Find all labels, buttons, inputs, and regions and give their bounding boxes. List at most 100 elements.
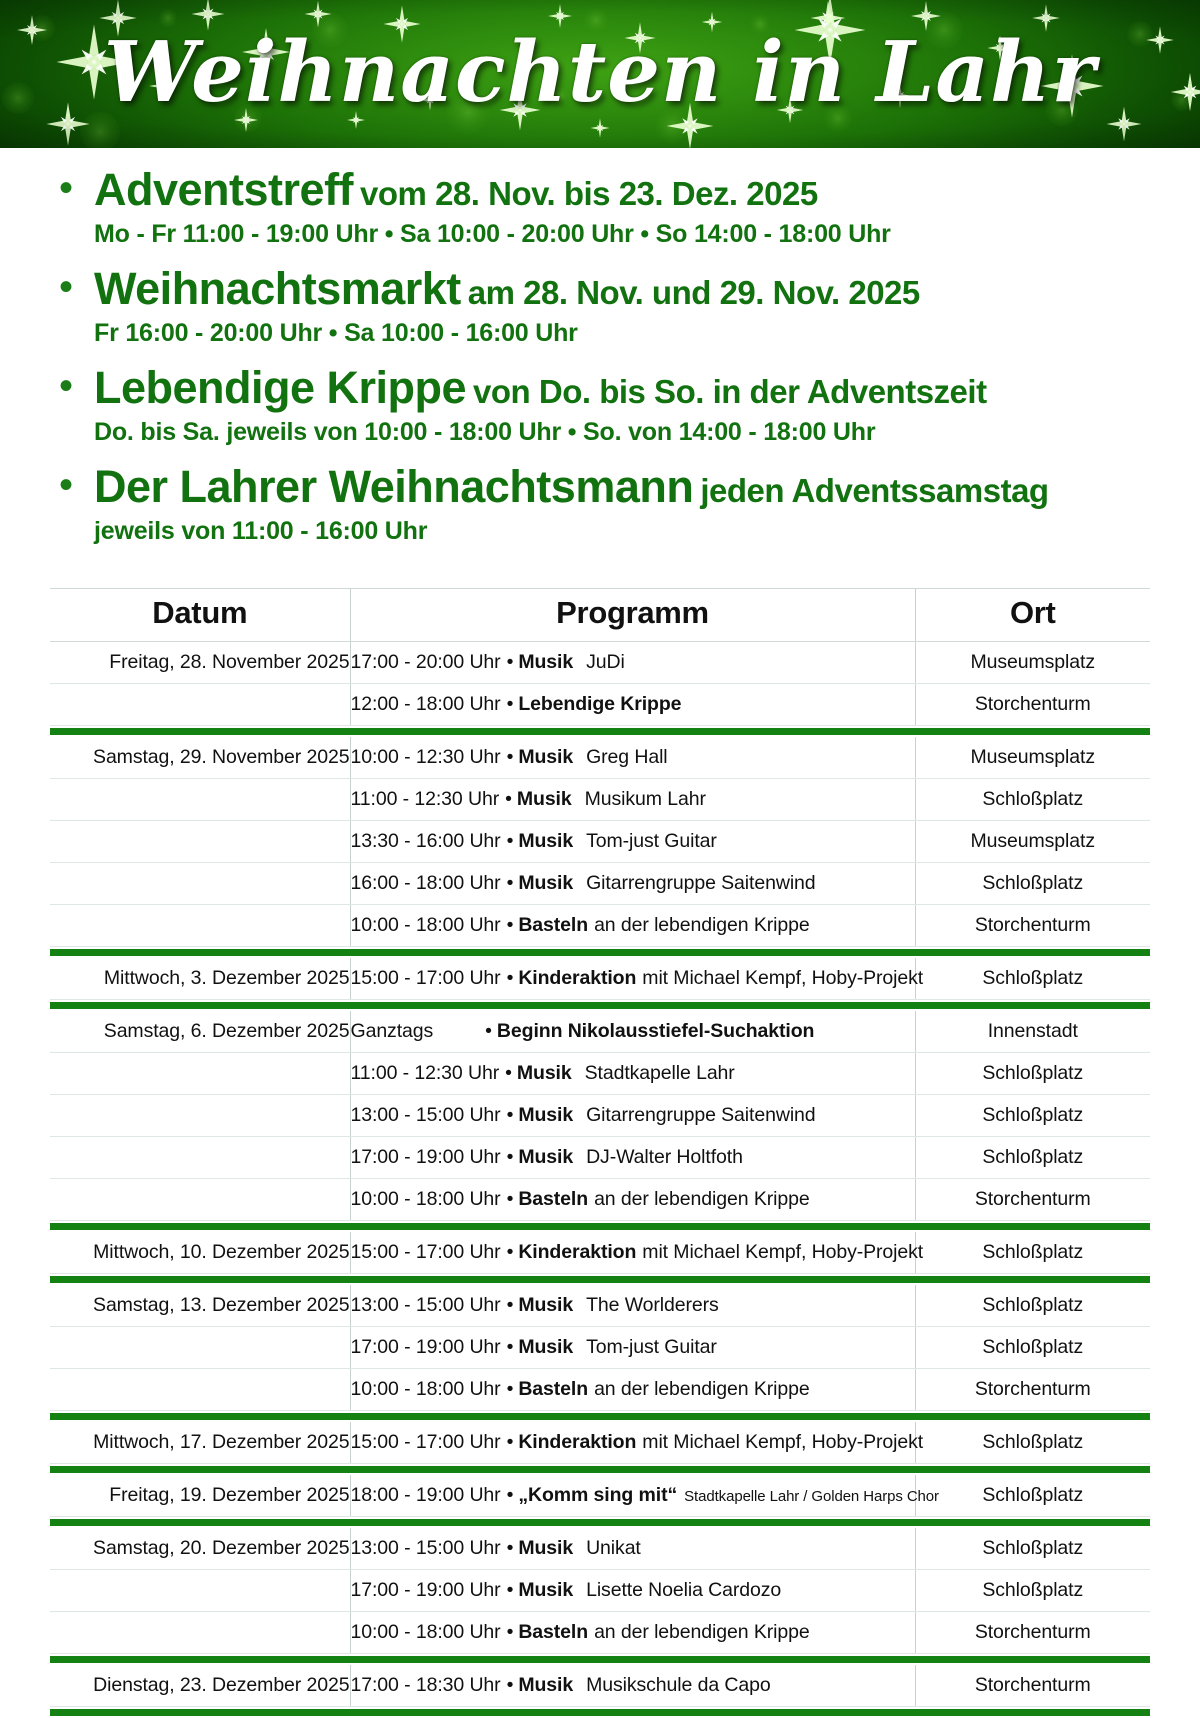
column-header-place: Ort	[915, 589, 1150, 642]
program-time: 17:00 - 19:00 Uhr	[351, 1579, 501, 1601]
program-bullet-icon: •	[507, 1674, 514, 1696]
program-detail: Lisette Noelia Cardozo	[586, 1579, 781, 1601]
program-bullet-icon: •	[507, 1336, 514, 1358]
cell-date	[50, 821, 350, 863]
program-kind: Musik	[518, 1537, 573, 1559]
table-head: Datum Programm Ort	[50, 589, 1150, 642]
cell-date	[50, 863, 350, 905]
cell-date: Samstag, 6. Dezember 2025	[50, 1011, 350, 1053]
program-bullet-icon: •	[507, 872, 514, 894]
highlight-title: Der Lahrer Weihnachtsmann	[94, 461, 693, 512]
program-time: Ganztags	[351, 1020, 434, 1042]
cell-date	[50, 1137, 350, 1179]
program-detail: Tom-just Guitar	[586, 830, 717, 852]
program-time: 17:00 - 20:00 Uhr	[351, 651, 501, 673]
program-bullet-icon: •	[507, 1188, 514, 1210]
program-detail: an der lebendigen Krippe	[594, 1378, 810, 1400]
highlight-daterange: vom 28. Nov. bis 23. Dez. 2025	[360, 175, 818, 212]
group-separator	[50, 1517, 1150, 1529]
cell-program: 12:00 - 18:00 Uhr•Lebendige Krippe	[350, 684, 915, 726]
group-separator	[50, 947, 1150, 959]
program-kind: Musik	[518, 1579, 573, 1601]
highlight-hours: Mo - Fr 11:00 - 19:00 Uhr • Sa 10:00 - 2…	[94, 219, 1200, 250]
program-detail: Gitarrengruppe Saitenwind	[586, 1104, 815, 1126]
program-time: 13:00 - 15:00 Uhr	[351, 1537, 501, 1559]
cell-place: Storchenturm	[915, 1369, 1150, 1411]
program-time: 10:00 - 18:00 Uhr	[351, 1188, 501, 1210]
program-kind: Beginn Nikolausstiefel-Suchaktion	[497, 1020, 814, 1042]
program-bullet-icon: •	[507, 830, 514, 852]
cell-date	[50, 779, 350, 821]
program-kind: „Komm sing mit“	[518, 1484, 677, 1506]
program-kind: Musik	[518, 651, 573, 673]
program-detail: an der lebendigen Krippe	[594, 914, 810, 936]
program-detail: Musikschule da Capo	[586, 1674, 771, 1696]
cell-place: Storchenturm	[915, 905, 1150, 947]
cell-date: Mittwoch, 10. Dezember 2025	[50, 1232, 350, 1274]
cell-date	[50, 905, 350, 947]
group-separator	[50, 726, 1150, 738]
cell-program: 17:00 - 19:00 Uhr •Musik Lisette Noelia Ca…	[350, 1570, 915, 1612]
cell-place: Schloßplatz	[915, 1327, 1150, 1369]
program-bullet-icon: •	[507, 1484, 514, 1506]
program-bullet-icon: •	[507, 914, 514, 936]
program-bullet-icon: •	[507, 1146, 514, 1168]
group-separator	[50, 1654, 1150, 1666]
cell-date	[50, 1095, 350, 1137]
program-bullet-icon: •	[507, 1579, 514, 1601]
program-kind: Musik	[518, 1336, 573, 1358]
cell-date	[50, 1570, 350, 1612]
program-bullet-icon: •	[507, 693, 514, 715]
cell-place: Storchenturm	[915, 684, 1150, 726]
program-time: 13:00 - 15:00 Uhr	[351, 1294, 501, 1316]
cell-place: Schloßplatz	[915, 1232, 1150, 1274]
group-separator	[50, 1411, 1150, 1423]
program-kind: Musik	[517, 788, 572, 810]
program-detail: DJ-Walter Holtfoth	[586, 1146, 743, 1168]
cell-place: Schloßplatz	[915, 1422, 1150, 1464]
cell-place: Schloßplatz	[915, 958, 1150, 1000]
cell-date: Dienstag, 23. Dezember 2025	[50, 1665, 350, 1707]
program-kind: Basteln	[518, 1378, 588, 1400]
program-time: 17:00 - 19:00 Uhr	[351, 1146, 501, 1168]
program-kind: Basteln	[518, 1621, 588, 1643]
program-kind: Kinderaktion	[518, 967, 636, 989]
program-bullet-icon: •	[507, 1537, 514, 1559]
program-bullet-icon: •	[507, 1294, 514, 1316]
program-time: 13:00 - 15:00 Uhr	[351, 1104, 501, 1126]
cell-place: Schloßplatz	[915, 1285, 1150, 1327]
highlight-hours: Fr 16:00 - 20:00 Uhr • Sa 10:00 - 16:00 …	[94, 318, 1200, 349]
program-detail: an der lebendigen Krippe	[594, 1188, 810, 1210]
program-time: 15:00 - 17:00 Uhr	[351, 1241, 501, 1263]
cell-place: Innenstadt	[915, 1011, 1150, 1053]
program-time: 15:00 - 17:00 Uhr	[351, 1431, 501, 1453]
program-time: 16:00 - 18:00 Uhr	[351, 872, 501, 894]
cell-date	[50, 1612, 350, 1654]
program-detail: an der lebendigen Krippe	[594, 1621, 810, 1643]
cell-place: Schloßplatz	[915, 779, 1150, 821]
program-time: 13:30 - 16:00 Uhr	[351, 830, 501, 852]
program-kind: Musik	[518, 1104, 573, 1126]
program-bullet-icon: •	[507, 1431, 514, 1453]
